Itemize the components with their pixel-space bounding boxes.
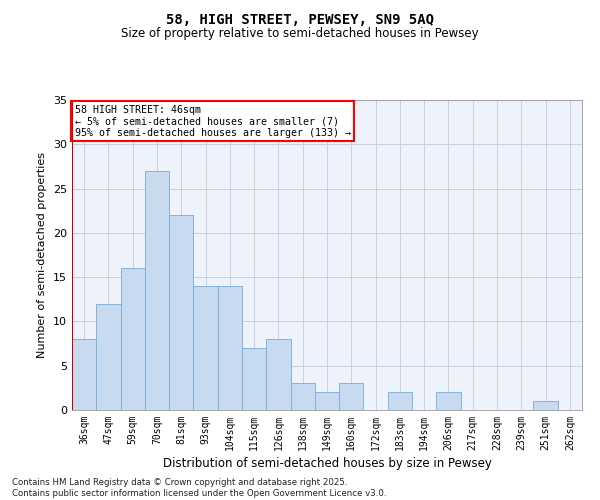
Bar bbox=[193, 286, 218, 410]
Bar bbox=[388, 392, 412, 410]
Bar bbox=[290, 384, 315, 410]
Bar bbox=[315, 392, 339, 410]
Bar bbox=[96, 304, 121, 410]
Text: 58 HIGH STREET: 46sqm
← 5% of semi-detached houses are smaller (7)
95% of semi-d: 58 HIGH STREET: 46sqm ← 5% of semi-detac… bbox=[74, 104, 350, 138]
Bar bbox=[242, 348, 266, 410]
Bar bbox=[436, 392, 461, 410]
Y-axis label: Number of semi-detached properties: Number of semi-detached properties bbox=[37, 152, 47, 358]
Bar bbox=[266, 339, 290, 410]
Bar bbox=[121, 268, 145, 410]
Text: 58, HIGH STREET, PEWSEY, SN9 5AQ: 58, HIGH STREET, PEWSEY, SN9 5AQ bbox=[166, 12, 434, 26]
Bar bbox=[169, 215, 193, 410]
Bar bbox=[145, 171, 169, 410]
Bar bbox=[533, 401, 558, 410]
Bar bbox=[339, 384, 364, 410]
Text: Contains HM Land Registry data © Crown copyright and database right 2025.
Contai: Contains HM Land Registry data © Crown c… bbox=[12, 478, 386, 498]
Bar bbox=[218, 286, 242, 410]
Text: Size of property relative to semi-detached houses in Pewsey: Size of property relative to semi-detach… bbox=[121, 28, 479, 40]
X-axis label: Distribution of semi-detached houses by size in Pewsey: Distribution of semi-detached houses by … bbox=[163, 457, 491, 470]
Bar bbox=[72, 339, 96, 410]
